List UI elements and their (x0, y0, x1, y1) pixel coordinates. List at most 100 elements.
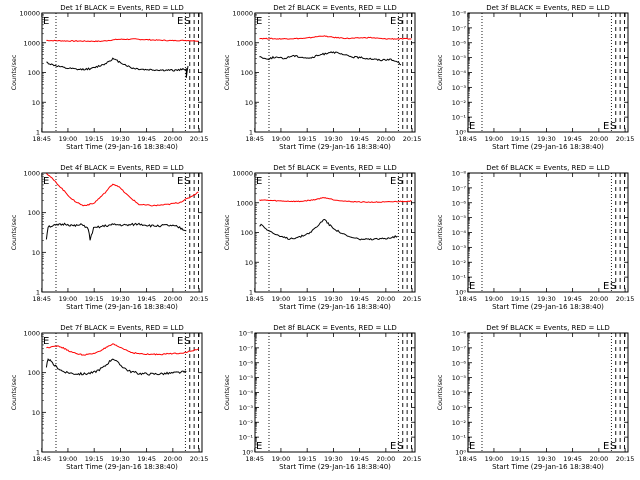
y-tick-label: 10⁻⁶ (452, 199, 467, 207)
panel-title: Det 3f BLACK = Events, RED = LLD (486, 4, 609, 12)
x-tick-label: 19:30 (537, 135, 556, 143)
plot-frame (467, 12, 629, 133)
x-tick-label: 19:00 (272, 135, 291, 143)
x-tick-label: 19:00 (485, 135, 504, 143)
x-tick-label: 19:00 (485, 295, 504, 303)
plot-frame (41, 172, 203, 293)
x-tick-label: 18:45 (245, 135, 264, 143)
plot-frame (41, 12, 203, 133)
x-tick-label: 20:00 (163, 455, 182, 463)
events-series-line (45, 358, 187, 376)
lld-series-line (46, 343, 199, 356)
y-axis-label: Counts/sec (10, 214, 18, 250)
y-tick-label: 10⁻⁴ (452, 229, 467, 237)
plot-frame (254, 332, 416, 453)
panel-title: Det 2f BLACK = Events, RED = LLD (273, 4, 396, 12)
y-tick-label: 10⁻² (452, 99, 467, 107)
eclipse-marker-E: E (390, 441, 396, 452)
x-tick-label: 20:00 (589, 455, 608, 463)
y-axis-label: Counts/sec (223, 374, 231, 410)
saa-marker-S: S (184, 176, 190, 187)
x-tick-label: 19:00 (485, 455, 504, 463)
x-tick-label: 20:00 (376, 135, 395, 143)
x-tick-label: 18:45 (245, 295, 264, 303)
x-tick-label: 19:45 (350, 295, 369, 303)
panel-9: Det 9f BLACK = Events, RED = LLD 10⁰ 10⁻¹ 1… (436, 324, 634, 471)
eclipse-marker-E: E (256, 176, 262, 187)
y-tick-label: 10⁰ (455, 449, 466, 457)
y-tick-label: 10⁻⁷ (452, 344, 467, 352)
y-tick-label: 10⁻¹ (239, 434, 254, 442)
x-tick-label: 20:00 (163, 135, 182, 143)
x-axis-label: Start Time (29-Jan-16 18:38:40) (492, 463, 604, 471)
x-tick-label: 19:45 (563, 135, 582, 143)
x-axis-label: Start Time (29-Jan-16 18:38:40) (279, 143, 391, 151)
x-tick-label: 18:45 (32, 455, 51, 463)
y-tick-label: 10⁻¹ (452, 274, 467, 282)
eclipse-marker-E: E (177, 176, 183, 187)
x-tick-label: 20:15 (190, 295, 209, 303)
y-tick-label: 1000 (23, 330, 40, 338)
eclipse-marker-E: E (469, 281, 475, 292)
panel-3: Det 3f BLACK = Events, RED = LLD 10⁰ 10⁻¹ 1… (436, 4, 634, 151)
x-axis-label: Start Time (29-Jan-16 18:38:40) (492, 143, 604, 151)
x-tick-label: 20:00 (376, 455, 395, 463)
y-tick-label: 10⁻⁸ (239, 330, 254, 338)
x-tick-label: 18:45 (245, 455, 264, 463)
saa-marker-S: S (610, 121, 616, 132)
saa-marker-S: S (397, 441, 403, 452)
y-tick-label: 1 (36, 129, 40, 137)
panel-title: Det 8f BLACK = Events, RED = LLD (273, 324, 396, 332)
panel-title: Det 1f BLACK = Events, RED = LLD (60, 4, 183, 12)
y-tick-label: 1000 (236, 39, 253, 47)
plot-frame (41, 332, 203, 453)
x-tick-label: 20:15 (616, 135, 635, 143)
x-tick-label: 19:30 (111, 295, 130, 303)
y-tick-label: 10⁻² (452, 259, 467, 267)
y-tick-label: 10⁻⁷ (452, 24, 467, 32)
y-tick-label: 1000 (236, 199, 253, 207)
y-tick-label: 10⁰ (455, 289, 466, 297)
y-tick-label: 100 (28, 69, 40, 77)
x-tick-label: 18:45 (458, 135, 477, 143)
x-tick-label: 20:15 (403, 455, 422, 463)
y-tick-label: 10⁻⁸ (452, 330, 467, 338)
plot-frame (467, 332, 629, 453)
x-tick-label: 19:00 (272, 295, 291, 303)
saa-marker-S: S (610, 441, 616, 452)
eclipse-marker-E: E (469, 121, 475, 132)
x-tick-label: 20:00 (376, 295, 395, 303)
eclipse-marker-E: E (256, 441, 262, 452)
y-tick-label: 10⁻² (452, 419, 467, 427)
x-tick-label: 19:45 (137, 455, 156, 463)
panel-7: Det 7f BLACK = Events, RED = LLD 1 10 100 10… (10, 324, 208, 471)
y-tick-label: 10⁻³ (452, 244, 467, 252)
y-axis-label: Counts/sec (436, 374, 444, 410)
y-tick-label: 10000 (19, 10, 40, 18)
y-tick-label: 100 (28, 369, 40, 377)
panel-1: Det 1f BLACK = Events, RED = LLD 1 10 100 10… (10, 4, 208, 151)
y-tick-label: 10⁻⁶ (452, 39, 467, 47)
x-tick-label: 19:15 (85, 295, 104, 303)
saa-marker-S: S (397, 16, 403, 27)
eclipse-marker-E: E (43, 336, 49, 347)
y-axis-label: Counts/sec (223, 214, 231, 250)
panel-2: Det 2f BLACK = Events, RED = LLD 1 10 100 10… (223, 4, 421, 151)
x-tick-label: 19:30 (324, 135, 343, 143)
y-tick-label: 10⁻⁵ (452, 54, 467, 62)
y-tick-label: 10 (32, 249, 40, 257)
x-tick-label: 20:00 (589, 135, 608, 143)
y-tick-label: 10⁻⁶ (452, 359, 467, 367)
y-tick-label: 10⁻⁴ (239, 389, 254, 397)
x-tick-label: 19:00 (59, 295, 78, 303)
x-tick-label: 19:45 (563, 295, 582, 303)
y-tick-label: 10 (245, 99, 253, 107)
y-tick-label: 10 (32, 409, 40, 417)
x-tick-label: 19:45 (350, 455, 369, 463)
y-tick-label: 10⁻⁷ (239, 344, 254, 352)
x-tick-label: 19:15 (85, 455, 104, 463)
plot-frame (467, 172, 629, 293)
events-series-line (45, 222, 187, 241)
y-tick-label: 10000 (232, 170, 253, 178)
